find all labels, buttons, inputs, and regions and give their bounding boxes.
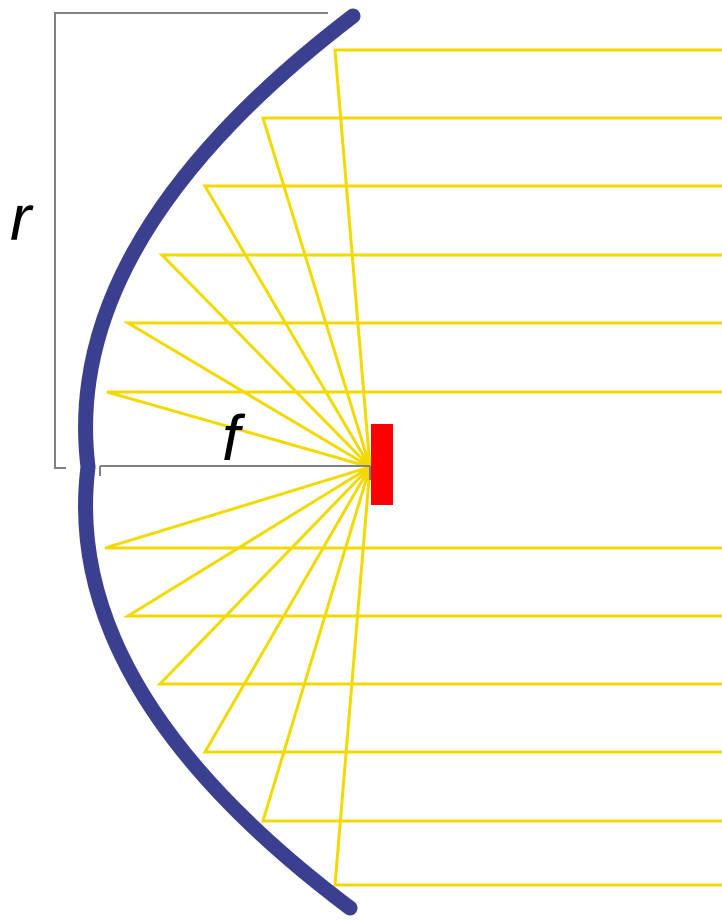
light-ray [158,253,722,469]
radius-label: r [10,182,34,254]
light-ray [202,466,722,754]
light-ray [202,184,722,468]
light-ray [260,116,722,468]
light-ray [333,48,722,468]
light-ray [260,466,722,823]
light-ray [122,321,722,469]
light-ray [122,465,722,618]
focal-length-label: f [222,402,246,474]
radius-bracket [54,12,328,469]
light-ray [333,466,722,887]
light-ray [106,390,722,469]
receiver [371,424,393,505]
light-ray [156,465,722,686]
light-ray [104,465,722,550]
light-rays [104,48,722,887]
parabolic-mirror [78,8,361,916]
